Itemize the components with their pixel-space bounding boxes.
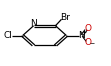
Text: Cl: Cl <box>3 31 12 40</box>
Text: +: + <box>81 30 86 36</box>
Text: N: N <box>78 31 84 40</box>
Text: N: N <box>30 19 36 28</box>
Text: O: O <box>85 24 92 33</box>
Text: O: O <box>85 38 92 47</box>
Text: Br: Br <box>60 13 70 22</box>
Text: −: − <box>89 40 94 45</box>
